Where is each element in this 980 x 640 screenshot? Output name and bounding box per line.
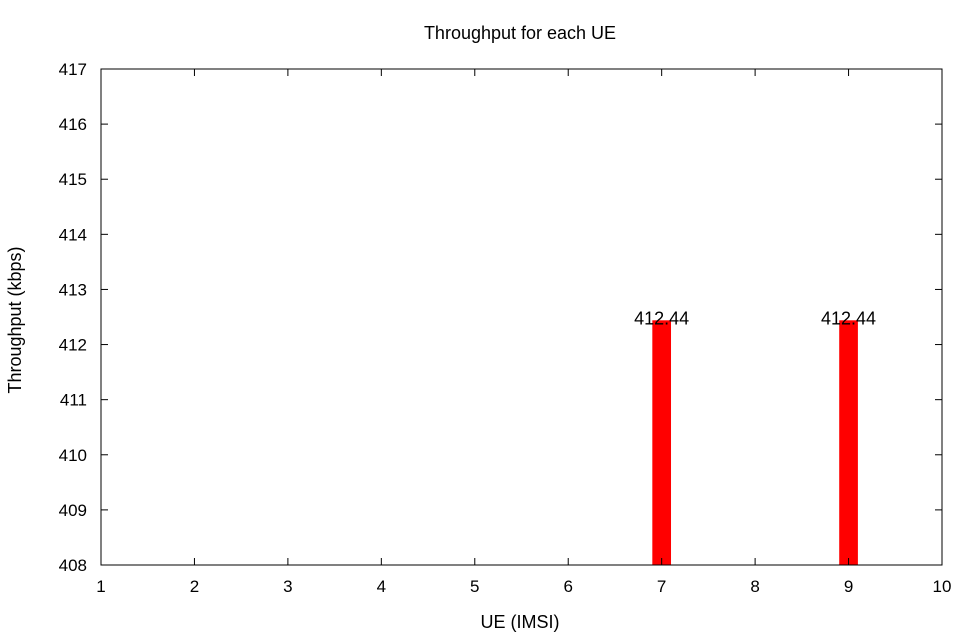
data-labels-group: 412.44 412.44	[634, 308, 876, 328]
x-tick-label: 10	[933, 577, 952, 596]
x-tick-label: 1	[96, 577, 105, 596]
x-tick-label: 5	[470, 577, 479, 596]
bar-value-label: 412.44	[821, 308, 876, 328]
x-tick-label: 9	[844, 577, 853, 596]
bar	[652, 320, 672, 565]
bar-value-label: 412.44	[634, 308, 689, 328]
bars-group	[652, 320, 858, 565]
y-tick-label: 415	[59, 170, 87, 189]
x-tick-label: 7	[657, 577, 666, 596]
y-tick-label: 411	[60, 391, 87, 410]
bar	[839, 320, 858, 565]
y-tick-label: 408	[59, 556, 87, 575]
y-tick-label: 413	[59, 280, 87, 299]
plot-frame	[100, 68, 943, 566]
y-tick-label: 412	[59, 336, 87, 355]
x-tick-label: 6	[563, 577, 572, 596]
x-tick-label: 2	[190, 577, 199, 596]
y-axis-title: Throughput (kbps)	[5, 246, 25, 393]
y-tick-label: 410	[59, 446, 87, 465]
x-tick-label: 8	[750, 577, 759, 596]
x-axis-title: UE (IMSI)	[481, 612, 560, 632]
y-tick-label: 416	[59, 115, 87, 134]
y-tick-label: 414	[59, 225, 87, 244]
y-tick-label: 409	[59, 501, 87, 520]
y-tick-label: 417	[59, 60, 87, 79]
ticks-group: 1 2 3 4 5 6 7 8 9 10 408 409 410 411 412 413 414 415 416 41…	[59, 60, 952, 596]
chart-title: Throughput for each UE	[424, 23, 616, 43]
x-tick-label: 3	[283, 577, 292, 596]
x-tick-label: 4	[377, 577, 386, 596]
